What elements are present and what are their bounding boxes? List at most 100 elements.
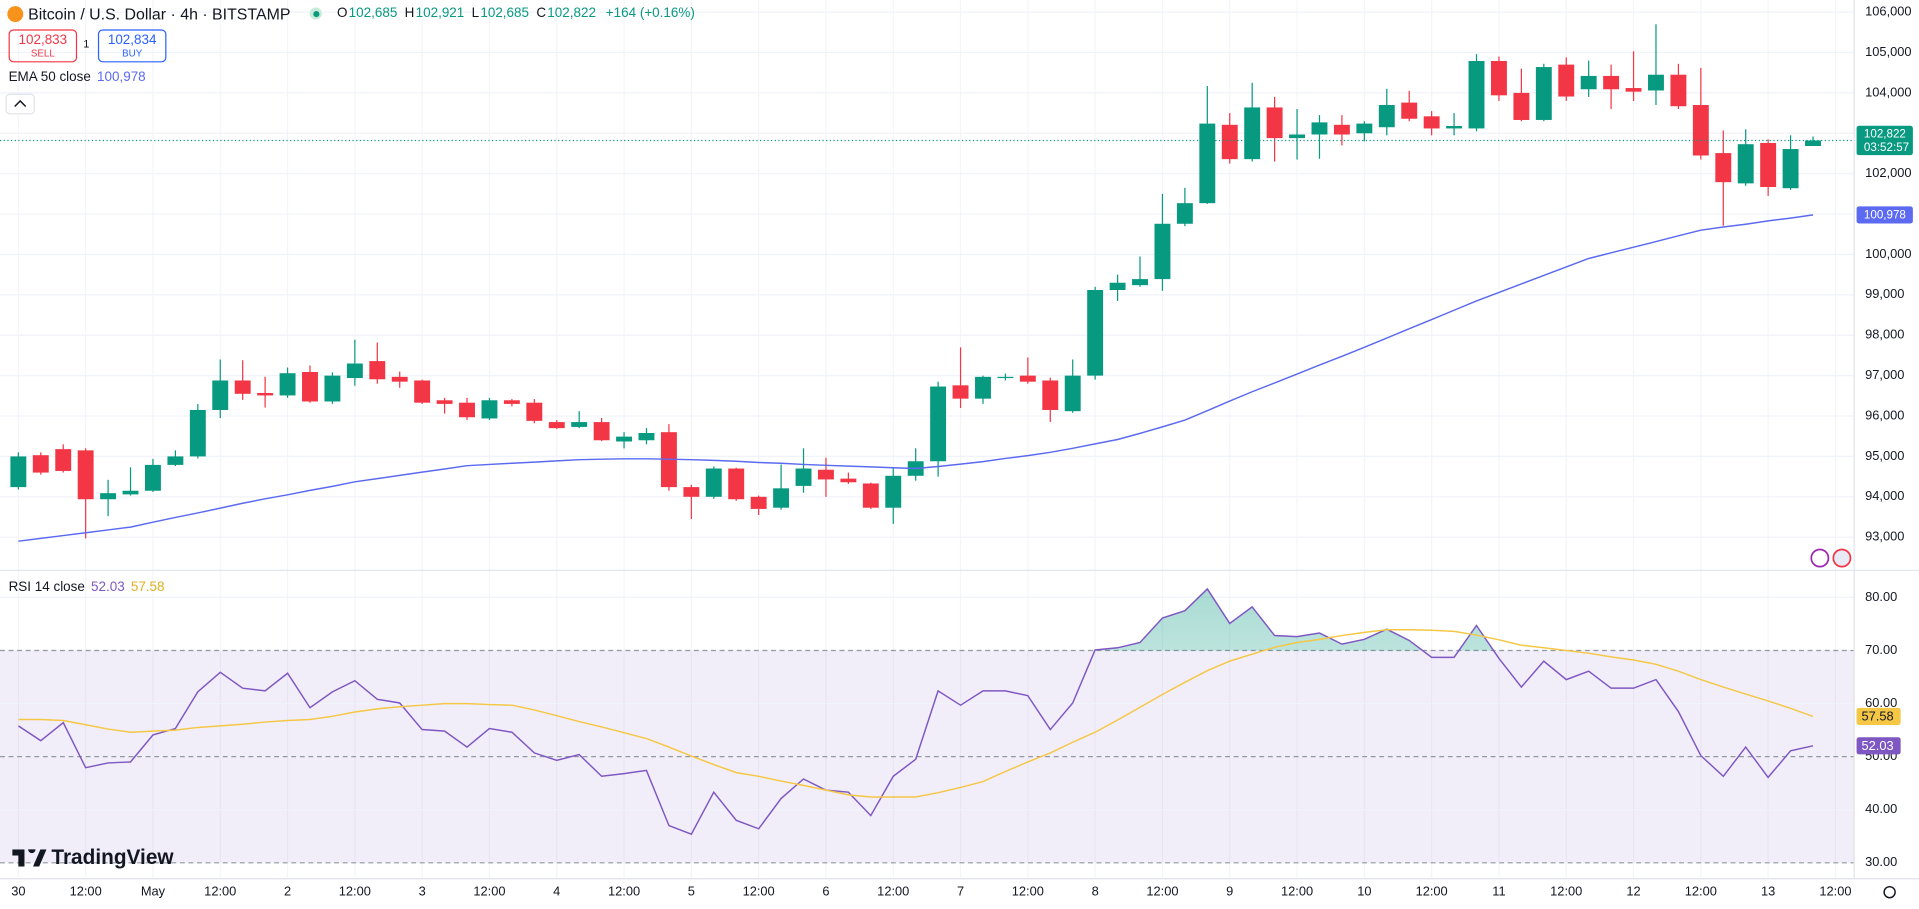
x-tick-label: May bbox=[141, 884, 166, 899]
y-tick-label: 105,000 bbox=[1865, 44, 1911, 59]
candle-body bbox=[1692, 105, 1709, 156]
y-tick-label: 104,000 bbox=[1865, 84, 1911, 99]
flash-icon bbox=[1810, 548, 1830, 568]
candle-body bbox=[750, 496, 767, 509]
y-tick-label: 80.00 bbox=[1865, 589, 1897, 604]
candle-body bbox=[1558, 64, 1575, 97]
rsi-value: 52.03 bbox=[91, 580, 125, 595]
candle-body bbox=[1625, 88, 1642, 92]
sell-label: SELL bbox=[30, 47, 55, 59]
btc-icon bbox=[7, 5, 24, 22]
ema-badge bbox=[1856, 206, 1913, 224]
candle-body bbox=[1670, 74, 1687, 107]
ohlc-key: H bbox=[404, 6, 415, 21]
candle-body bbox=[1333, 124, 1350, 135]
x-tick-label: 12:00 bbox=[473, 884, 505, 899]
candle-body bbox=[1042, 380, 1059, 410]
candle-body bbox=[459, 402, 475, 418]
candle-body bbox=[10, 456, 27, 488]
candle-body bbox=[503, 400, 520, 404]
x-tick-label: 30 bbox=[11, 884, 25, 899]
rsi-ma-value: 57.58 bbox=[130, 580, 165, 595]
tradingview-logo: TradingView bbox=[12, 845, 174, 870]
candle-body bbox=[302, 371, 318, 402]
candle-body bbox=[145, 464, 161, 491]
candle-body bbox=[1535, 67, 1552, 120]
collapse-button[interactable] bbox=[5, 93, 35, 115]
candle-body bbox=[1064, 375, 1081, 412]
candle-body bbox=[1266, 107, 1283, 139]
candle-body bbox=[840, 478, 857, 483]
candle-body bbox=[1468, 60, 1485, 129]
candle-body bbox=[279, 373, 296, 396]
candle-body bbox=[975, 376, 991, 399]
candle-body bbox=[705, 468, 722, 497]
logo-text: TradingView bbox=[51, 845, 174, 869]
ohlc-key: C bbox=[536, 6, 547, 21]
candle-body bbox=[1244, 107, 1261, 160]
ohlc-key: L bbox=[471, 6, 480, 21]
candle-body bbox=[773, 488, 790, 508]
ohlc-value: 102,685 bbox=[348, 6, 398, 21]
ohlc-key: O bbox=[336, 6, 348, 21]
x-tick-label: 12:00 bbox=[1819, 884, 1851, 899]
candle-body bbox=[414, 380, 431, 403]
countdown-label: 03:52:57 bbox=[1864, 141, 1909, 154]
y-tick-label: 70.00 bbox=[1865, 642, 1897, 657]
candle-body bbox=[571, 422, 588, 427]
candle-body bbox=[795, 468, 812, 486]
candle-body bbox=[1580, 75, 1597, 90]
market-status bbox=[310, 7, 323, 20]
candle-body bbox=[391, 376, 408, 382]
overbought-fill bbox=[1094, 588, 1494, 651]
logo-mark bbox=[12, 849, 47, 867]
candle-body bbox=[616, 436, 633, 442]
candle-body bbox=[167, 456, 184, 465]
buy-price: 102,834 bbox=[107, 32, 157, 48]
last-price-badge bbox=[1856, 125, 1913, 156]
buy-label: BUY bbox=[122, 47, 143, 59]
settings-icon[interactable] bbox=[1883, 885, 1896, 899]
y-tick-label: 96,000 bbox=[1865, 407, 1904, 422]
symbol[interactable]: Bitcoin / U.S. Dollar · 4h · BITSTAMP bbox=[28, 4, 291, 23]
candle-body bbox=[1019, 375, 1036, 382]
sell-button[interactable]: 102,833 SELL bbox=[8, 29, 78, 63]
candle-body bbox=[481, 400, 498, 419]
candle-body bbox=[77, 450, 94, 500]
value-badge bbox=[1856, 707, 1901, 725]
x-tick-label: 11 bbox=[1492, 884, 1505, 899]
rsi-line bbox=[18, 629, 1814, 798]
rsi-legend: RSI 14 close 52.03 57.58 bbox=[9, 580, 165, 595]
x-tick-label: 12:00 bbox=[1685, 884, 1717, 899]
y-tick-label: 98,000 bbox=[1865, 327, 1904, 342]
x-tick-label: 12:00 bbox=[608, 884, 640, 899]
candle-body bbox=[638, 432, 655, 441]
candle-body bbox=[212, 380, 229, 410]
ema-name: EMA 50 close bbox=[8, 69, 91, 85]
y-tick-label: 40.00 bbox=[1865, 801, 1897, 816]
candle-body bbox=[1490, 60, 1507, 96]
candle-body bbox=[862, 483, 879, 508]
y-tick-label: 99,000 bbox=[1865, 286, 1904, 301]
sell-price: 102,833 bbox=[18, 32, 68, 48]
x-tick-label: 12:00 bbox=[1416, 884, 1448, 899]
x-tick-label: 12:00 bbox=[70, 884, 102, 899]
y-tick-label: 93,000 bbox=[1865, 529, 1904, 544]
x-tick-label: 12:00 bbox=[743, 884, 775, 899]
x-tick-label: 3 bbox=[419, 884, 426, 899]
candle-body bbox=[1176, 203, 1193, 224]
y-tick-label: 30.00 bbox=[1865, 854, 1897, 869]
candle-body bbox=[189, 409, 206, 457]
ema-value: 100,978 bbox=[97, 69, 146, 85]
x-tick-label: 8 bbox=[1092, 884, 1099, 899]
x-tick-label: 13 bbox=[1761, 884, 1775, 899]
x-tick-label: 12:00 bbox=[339, 884, 371, 899]
candle-body bbox=[593, 422, 610, 441]
flag-icon bbox=[1832, 548, 1852, 568]
buy-button[interactable]: 102,834 BUY bbox=[97, 29, 167, 63]
candle-body bbox=[55, 449, 72, 471]
candle-body bbox=[1423, 116, 1440, 129]
candle-body bbox=[122, 490, 139, 495]
